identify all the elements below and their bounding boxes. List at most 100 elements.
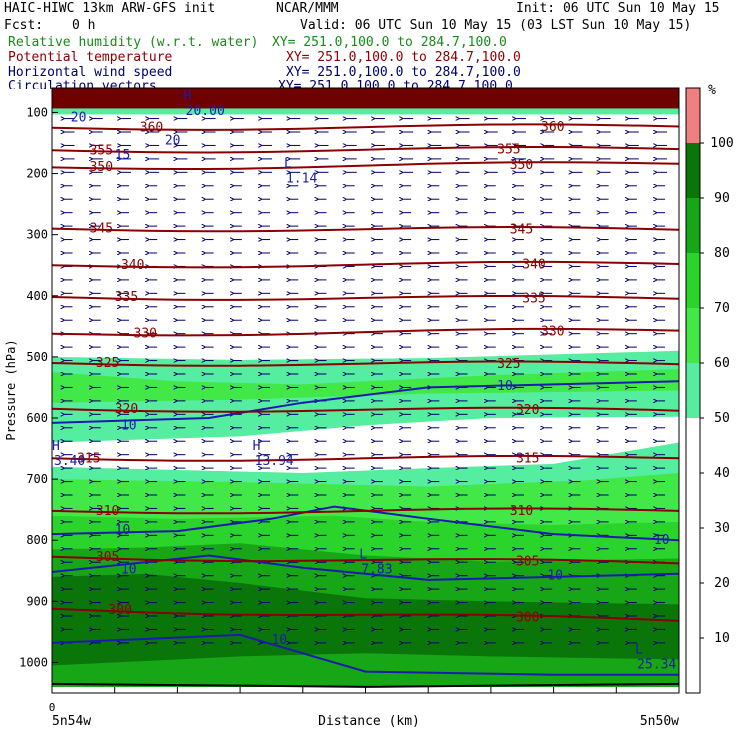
terrain-line — [52, 682, 679, 688]
wind-contour-2 — [52, 554, 679, 581]
theta-label: 360 — [541, 120, 564, 135]
theta-label: 315 — [516, 451, 539, 466]
field-vectors-name: Circulation vectors — [8, 80, 157, 89]
wind-label: 10 — [115, 523, 131, 538]
theta-label: 350 — [90, 160, 113, 175]
x-axis-right-endpoint: 5n50w — [640, 714, 679, 729]
theta-contour-325 — [52, 360, 679, 367]
y-tick-label: 900 — [26, 594, 48, 608]
colorbar-tick-label: 40 — [714, 466, 730, 481]
y-tick-label: 100 — [26, 105, 48, 119]
upper-theta-band — [52, 88, 679, 113]
theta-contour-330 — [52, 327, 679, 337]
theta-label: 355 — [90, 143, 113, 158]
forecast-hour-label: Fcst: — [4, 18, 44, 33]
field-wind-name: Horizontal wind speed — [8, 65, 173, 80]
wind-contour-0 — [52, 380, 679, 424]
theta-contour-345 — [52, 225, 679, 233]
organization-label: NCAR/MMM — [276, 1, 339, 16]
field-theta-xy: XY= 251.0,100.0 to 284.7,100.0 — [286, 50, 521, 65]
wind-label: 20 — [71, 110, 87, 125]
extremum-value: 7.83 — [361, 563, 392, 578]
x-axis-left-endpoint: 5n54w — [52, 714, 91, 729]
theta-label: 330 — [541, 324, 564, 339]
colorbar-frame — [685, 87, 701, 694]
theta-contour-305 — [52, 555, 679, 565]
upper-rh-strip — [52, 108, 679, 115]
theta-label: 360 — [140, 121, 163, 136]
colorbar-tick-label: 30 — [714, 521, 730, 536]
theta-label: 355 — [497, 142, 520, 157]
theta-contour-335 — [52, 294, 679, 301]
theta-label: 300 — [108, 603, 131, 618]
field-wind-xy: XY= 251.0,100.0 to 284.7,100.0 — [286, 65, 521, 80]
extremum-value: 13.94 — [255, 454, 294, 469]
theta-contour-350 — [52, 161, 679, 170]
theta-label: 305 — [96, 550, 119, 565]
theta-label: 350 — [510, 158, 533, 173]
extremum-value: 3.40 — [54, 454, 85, 469]
x-axis-zero-tick: 0 — [49, 701, 56, 714]
y-tick-label: 400 — [26, 289, 48, 303]
theta-label: 300 — [516, 611, 539, 626]
colorbar-tick-label: 10 — [714, 631, 730, 646]
axes: 100 200 300 400 500 600 700 800 900 1000 — [19, 105, 617, 693]
y-tick-label: 600 — [26, 411, 48, 425]
colorbar-band-6 — [686, 88, 700, 143]
colorbar-band-5 — [686, 143, 700, 198]
y-tick-label: 300 — [26, 228, 48, 242]
colorbar-band-1 — [686, 363, 700, 418]
y-tick-label: 500 — [26, 350, 48, 364]
colorbar-tick-label: 60 — [714, 356, 730, 371]
wind-label: 10 — [654, 533, 670, 548]
theta-label: 340 — [121, 258, 144, 273]
extremum-marker: L — [284, 156, 292, 171]
wind-label: 10 — [121, 563, 137, 578]
theta-label: 345 — [510, 222, 533, 237]
wind-label: 10 — [547, 569, 563, 584]
theta-label: 325 — [96, 356, 119, 371]
chart-title: HAIC-HIWC 13km ARW-GFS init — [4, 1, 216, 16]
extremum-marker: L — [359, 548, 367, 563]
y-tick-label: 700 — [26, 472, 48, 486]
colorbar-tick-label: 70 — [714, 301, 730, 316]
colorbar-band-2 — [686, 308, 700, 363]
wind-label: 10 — [121, 418, 137, 433]
field-rh-xy: XY= 251.0,100.0 to 284.7,100.0 — [272, 35, 507, 50]
theta-contour-360 — [52, 123, 679, 131]
theta-contour-315 — [52, 454, 679, 462]
theta-label: 310 — [96, 504, 119, 519]
theta-contour-300 — [52, 607, 679, 622]
x-axis-title: Distance (km) — [318, 714, 420, 729]
theta-label: 330 — [134, 326, 157, 341]
theta-label: 310 — [510, 504, 533, 519]
colorbar: 10 20 30 40 50 60 70 80 90 100 — [685, 87, 734, 694]
y-tick-label: 1000 — [19, 655, 48, 669]
extremum-marker: L — [635, 642, 643, 657]
colorbar-tick-label: 50 — [714, 411, 730, 426]
wind-label: 10 — [271, 633, 287, 648]
theta-contour-340 — [52, 260, 679, 269]
valid-time-label: Valid: 06 UTC Sun 10 May 15 (03 LST Sun … — [300, 18, 692, 33]
extremum-value: 20.00 — [186, 104, 225, 119]
y-axis-title: Pressure (hPa) — [4, 339, 18, 440]
colorbar-unit: % — [708, 83, 716, 98]
y-tick-label: 800 — [26, 533, 48, 547]
wind-label: 10 — [497, 379, 513, 394]
wind-label: 15 — [115, 148, 131, 163]
theta-label: 340 — [522, 257, 545, 272]
theta-label: 325 — [497, 357, 520, 372]
theta-label: 335 — [115, 290, 138, 305]
init-time-label: Init: 06 UTC Sun 10 May 15 — [516, 1, 720, 16]
extremum-marker: H — [253, 439, 261, 454]
theta-contour-320 — [52, 406, 679, 413]
theta-label: 315 — [77, 451, 100, 466]
theta-label: 305 — [516, 555, 539, 570]
extremum-value: 1.14 — [286, 171, 317, 186]
circulation-vectors — [65, 119, 668, 643]
theta-label: 320 — [115, 402, 138, 417]
extremum-marker: H — [52, 439, 60, 454]
theta-label: 335 — [522, 291, 545, 306]
